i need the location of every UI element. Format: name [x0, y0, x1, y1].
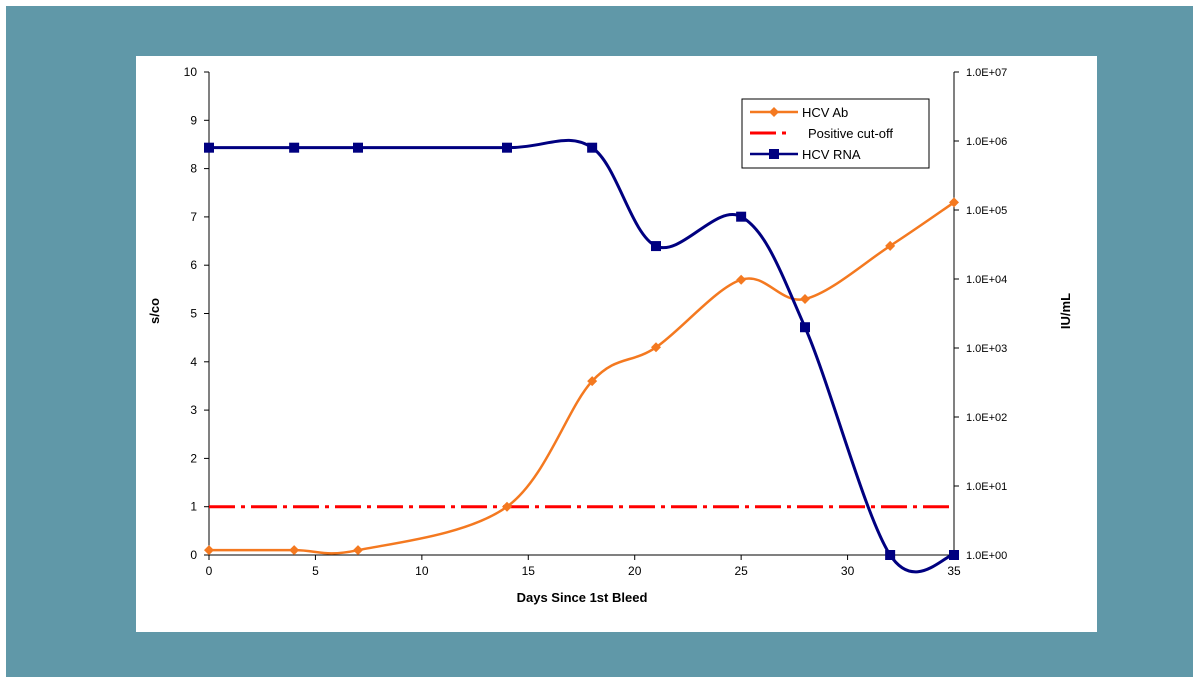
legend-marker [769, 107, 779, 117]
hcv-ab-point [651, 342, 661, 353]
y2-tick-label: 1.0E+02 [966, 412, 1007, 424]
y-tick-label: 0 [190, 548, 197, 562]
legend-label: HCV RNA [802, 147, 861, 162]
x-tick-label: 35 [947, 564, 961, 578]
x-tick-label: 10 [415, 564, 429, 578]
y-tick-label: 5 [190, 307, 197, 321]
series-hcv-ab [204, 197, 959, 556]
hcv-rna-point [587, 142, 598, 153]
x-tick-label: 5 [312, 564, 319, 578]
y2-tick-label: 1.0E+04 [966, 274, 1007, 286]
hcv-ab-point [587, 376, 598, 387]
y2-tick-label: 1.0E+06 [966, 136, 1007, 148]
y2-tick-label: 1.0E+07 [966, 67, 1007, 79]
x-tick-label: 25 [734, 564, 748, 578]
hcv-ab-point [885, 240, 896, 251]
x-tick-label: 15 [522, 564, 536, 578]
hcv-rna-point [353, 142, 363, 153]
series-hcv-rna [204, 138, 959, 574]
hcv-rna-point [736, 211, 747, 222]
hcv-ab-point [289, 545, 300, 556]
x-tick-label: 0 [206, 564, 213, 578]
y-tick-label: 1 [190, 500, 197, 514]
y-tick-label: 10 [184, 65, 198, 79]
y-tick-label: 8 [190, 162, 197, 176]
chart-panel: 0 5 10 15 20 25 30 35 0 1 2 3 4 5 6 7 8 9 10 1.0E+00 1.0E+01… [136, 56, 1097, 632]
y-tick-label: 6 [190, 258, 197, 272]
y-axis-label: s/co [147, 298, 162, 324]
legend-item-positive-cut-off: Positive cut-off [750, 126, 893, 141]
legend-marker [769, 149, 779, 159]
y-tick-label: 3 [190, 403, 197, 417]
hcv-rna-point [885, 550, 896, 560]
legend: HCV Ab Positive cut-off HCV RNA [741, 98, 930, 169]
hcv-rna-point [204, 142, 214, 153]
hcv-rna-line [209, 138, 955, 574]
hcv-ab-point [502, 501, 512, 512]
legend-label: Positive cut-off [808, 126, 893, 141]
y2-tick-label: 1.0E+03 [966, 343, 1007, 355]
y-tick-label: 7 [190, 210, 197, 224]
hcv-ab-point [353, 545, 363, 556]
legend-label: HCV Ab [802, 105, 848, 120]
legend-item-hcv-ab: HCV Ab [750, 105, 848, 120]
hcv-rna-point [949, 550, 959, 560]
slide-background: 0 5 10 15 20 25 30 35 0 1 2 3 4 5 6 7 8 9 10 1.0E+00 1.0E+01… [6, 6, 1193, 677]
y2-tick-label: 1.0E+00 [966, 550, 1007, 562]
x-tick-label: 30 [841, 564, 855, 578]
x-tick-label: 20 [628, 564, 642, 578]
chart: 0 5 10 15 20 25 30 35 0 1 2 3 4 5 6 7 8 9 10 1.0E+00 1.0E+01… [147, 65, 1073, 605]
y-tick-label: 4 [190, 355, 197, 369]
y-tick-label: 9 [190, 113, 197, 127]
plot-area [204, 138, 959, 574]
x-axis-label: Days Since 1st Bleed [517, 590, 648, 605]
hcv-ab-point [204, 545, 214, 556]
y2-tick-label: 1.0E+05 [966, 205, 1007, 217]
hcv-rna-point [502, 142, 512, 153]
hcv-ab-point [949, 197, 959, 208]
axes: 0 5 10 15 20 25 30 35 0 1 2 3 4 5 6 7 8 9 10 1.0E+00 1.0E+01… [184, 65, 1008, 578]
legend-item-hcv-rna: HCV RNA [750, 147, 861, 162]
y-tick-label: 2 [190, 451, 197, 465]
hcv-rna-point [651, 241, 661, 252]
hcv-rna-point [800, 322, 810, 333]
hcv-rna-point [289, 142, 300, 153]
y2-tick-label: 1.0E+01 [966, 481, 1007, 493]
hcv-ab-point [736, 274, 747, 285]
hcv-ab-point [800, 294, 810, 305]
y2-axis-label: IU/mL [1058, 293, 1073, 329]
hcv-ab-line [209, 201, 955, 555]
